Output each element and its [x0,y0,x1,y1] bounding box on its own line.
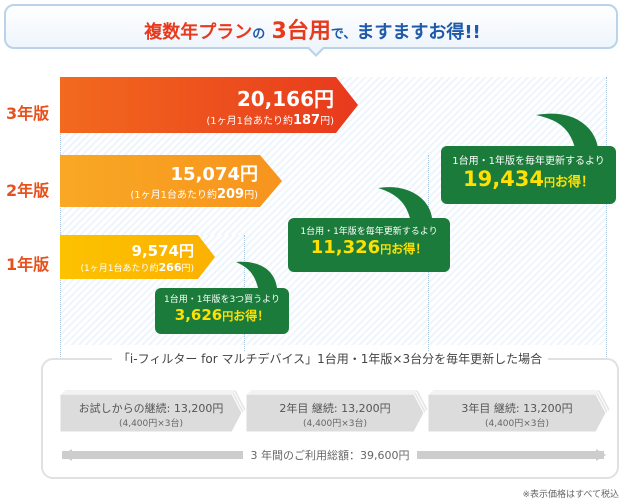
tax-footnote: ※表示価格はすべて税込 [522,490,619,500]
savings-bubble-1: 1台用・1年版を3つ買うより 3,626円お得！ [155,288,289,334]
savings-bubble-tails [236,113,598,288]
step-1: お試しからの継続: 13,200円 (4,400円×3台) [78,402,224,429]
price-3: 20,166円 [236,86,334,111]
savings-amount-1: 3,626 [174,306,223,324]
year-label-2: 2年版 [6,181,50,200]
price-bar-2-text: 15,074円 (1ヶ月1台あたり約209円) [60,155,292,207]
year-label-1: 1年版 [6,255,50,274]
price-bar-2 [60,155,282,207]
savings-bubble-3: 1台用・1年版を毎年更新するより 19,434円お得！ [441,146,616,204]
monthly-price-3: (1ヶ月1台あたり約187円) [206,112,334,128]
savings-amount-3: 19,434 [462,167,545,191]
comparison-title: 「i-フィルター for マルチデバイス」1台用・1年版×3台分を毎年更新した場… [41,350,619,367]
price-bar-3-text: 20,166円 (1ヶ月1台あたり約187円) [60,77,368,133]
price-bar-1 [60,235,215,279]
savings-bubble-2: 1台用・1年版を毎年更新するより 11,326円お得！ [288,218,450,272]
price-1: 9,574円 [131,242,194,260]
savings-amount-2: 11,326 [310,237,381,258]
headline: 複数年プランの 3台用で、ますますお得!! [144,19,481,44]
price-bar-1-text: 9,574円 (1ヶ月1台あたり約266円) [60,235,224,279]
price-2: 15,074円 [170,164,258,185]
year-label-3: 3年版 [6,104,50,123]
total-amount: 3 年間のご利用総額：39,600円 [41,447,619,463]
monthly-price-2: (1ヶ月1台あたり約209円) [130,187,258,202]
step-2: 2年目 継続: 13,200円 (4,400円×3台) [279,402,391,429]
price-bar-3 [60,77,358,133]
step-3: 3年目 継続: 13,200円 (4,400円×3台) [461,402,573,429]
monthly-price-1: (1ヶ月1台あたり約266円) [80,261,194,274]
